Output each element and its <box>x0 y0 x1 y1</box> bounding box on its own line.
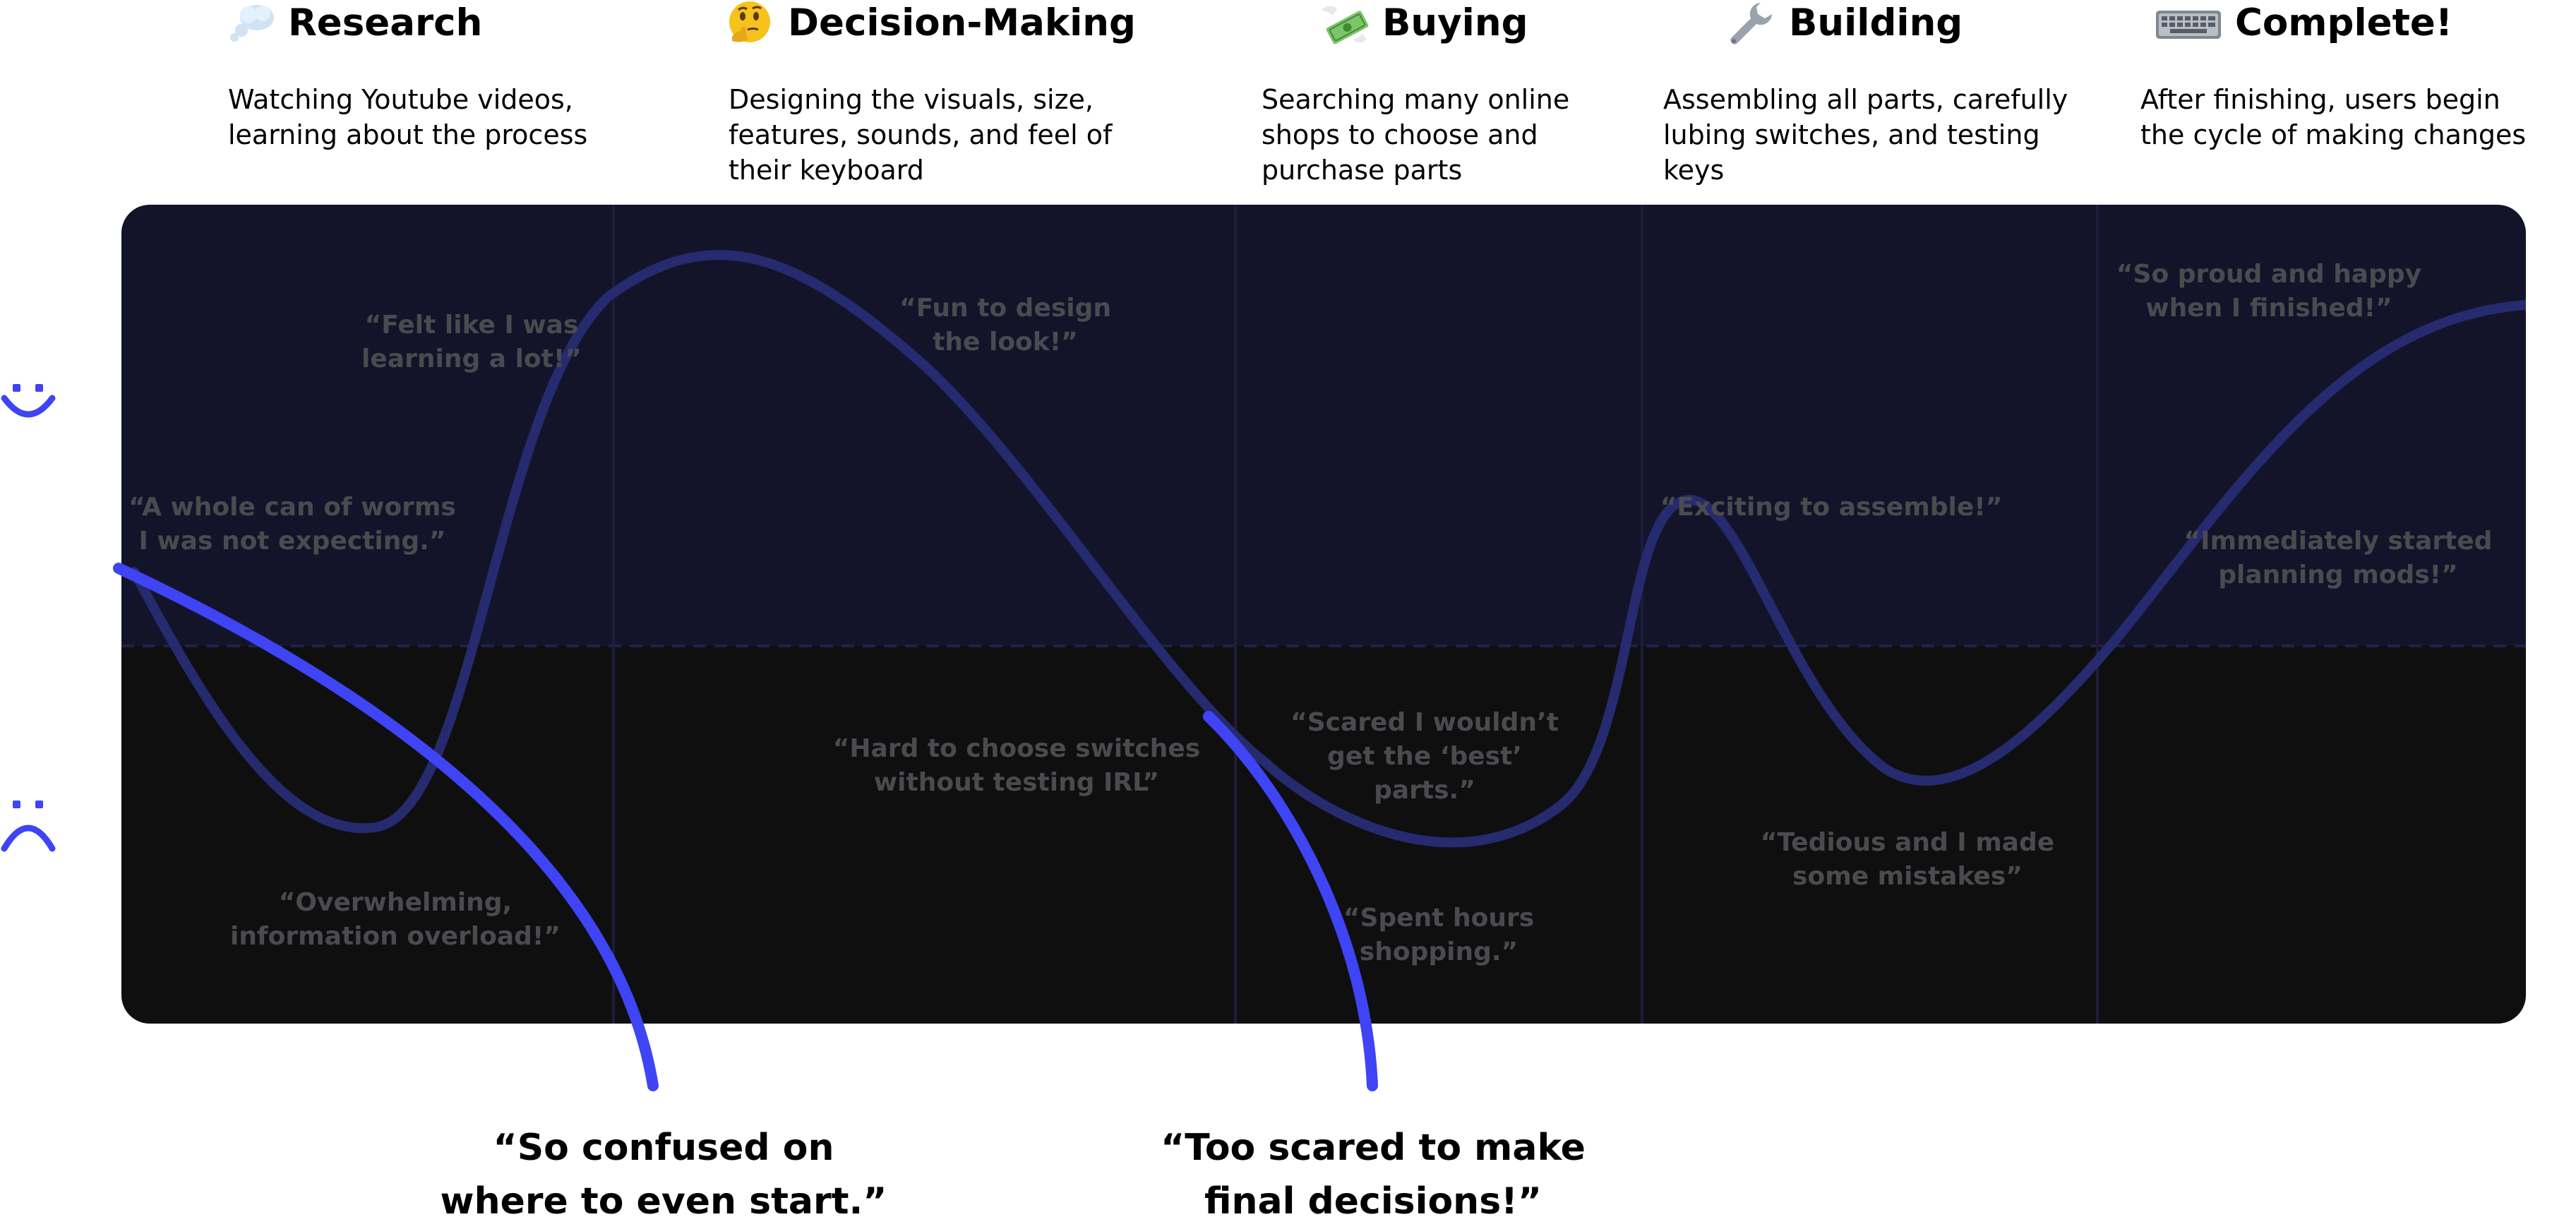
stage-header-decision-making: Decision-Making <box>724 0 1136 47</box>
stage-header-buying: Buying <box>1319 0 1528 47</box>
smiley-face-icon <box>1 384 56 418</box>
callout-line: “So confused on <box>493 1127 834 1169</box>
stage-description-research: Watching Youtube videos, learning about … <box>228 84 588 150</box>
stage-description-decision-making: Designing the visuals, size, features, s… <box>729 84 1113 186</box>
stage-title: Buying <box>1382 1 1528 44</box>
quote-planning-mods: “Immediately started planning mods!” <box>2184 527 2493 589</box>
quote-scared-best-parts: “Scared I wouldn’t get the ‘best’ parts.” <box>1290 708 1559 805</box>
stage-title: Decision-Making <box>788 1 1136 44</box>
thinking-face-icon <box>724 0 775 47</box>
callout-line: where to even start.” <box>440 1180 887 1223</box>
quote-hard-to-choose: “Hard to choose switches without testing … <box>833 734 1200 797</box>
quote-tedious-mistakes: “Tedious and I made some mistakes” <box>1761 828 2054 891</box>
stage-title: Complete! <box>2235 1 2453 44</box>
money-with-wings-icon <box>1319 0 1370 47</box>
stage-description-building: Assembling all parts, carefully lubing s… <box>1663 84 2068 186</box>
emotion-board: “Felt like I was learning a lot!” “A whol… <box>121 205 2526 1024</box>
callout-line: final decisions!” <box>1204 1180 1542 1223</box>
keyboard-icon <box>2155 0 2222 47</box>
quote-spent-hours: “Spent hours shopping.” <box>1343 904 1534 966</box>
stage-header-building: Building <box>1725 0 1963 47</box>
frowning-face-icon <box>1 801 56 852</box>
pain-point-callout-research: “So confused on where to even start.” <box>438 1121 889 1228</box>
quote-fun-to-design: “Fun to design the look!” <box>899 294 1111 356</box>
stage-title: Research <box>288 1 483 44</box>
stage-header-research: Research <box>224 0 482 47</box>
stage-description-buying: Searching many online shops to choose an… <box>1262 84 1570 186</box>
stage-title: Building <box>1789 1 1963 44</box>
quote-exciting-assemble: “Exciting to assemble!” <box>1660 493 2003 522</box>
stage-description-complete: After finishing, users begin the cycle o… <box>2140 84 2527 150</box>
quote-felt-learning: “Felt like I was learning a lot!” <box>361 311 582 373</box>
stage-header-complete: Complete! <box>2155 0 2452 47</box>
quote-can-of-worms: “A whole can of worms I was not expecting… <box>128 493 456 556</box>
quote-proud-happy: “So proud and happy when I finished!” <box>2116 260 2421 323</box>
callout-line: “Too scared to make <box>1161 1127 1586 1169</box>
thought-bubble-icon <box>224 0 275 47</box>
pain-point-callout-decision: “Too scared to make final decisions!” <box>1144 1121 1602 1228</box>
quote-layer: “Felt like I was learning a lot!” “A whol… <box>128 260 2493 966</box>
wrench-icon <box>1725 0 1776 47</box>
quote-overwhelming: “Overwhelming, information overload!” <box>230 888 561 951</box>
